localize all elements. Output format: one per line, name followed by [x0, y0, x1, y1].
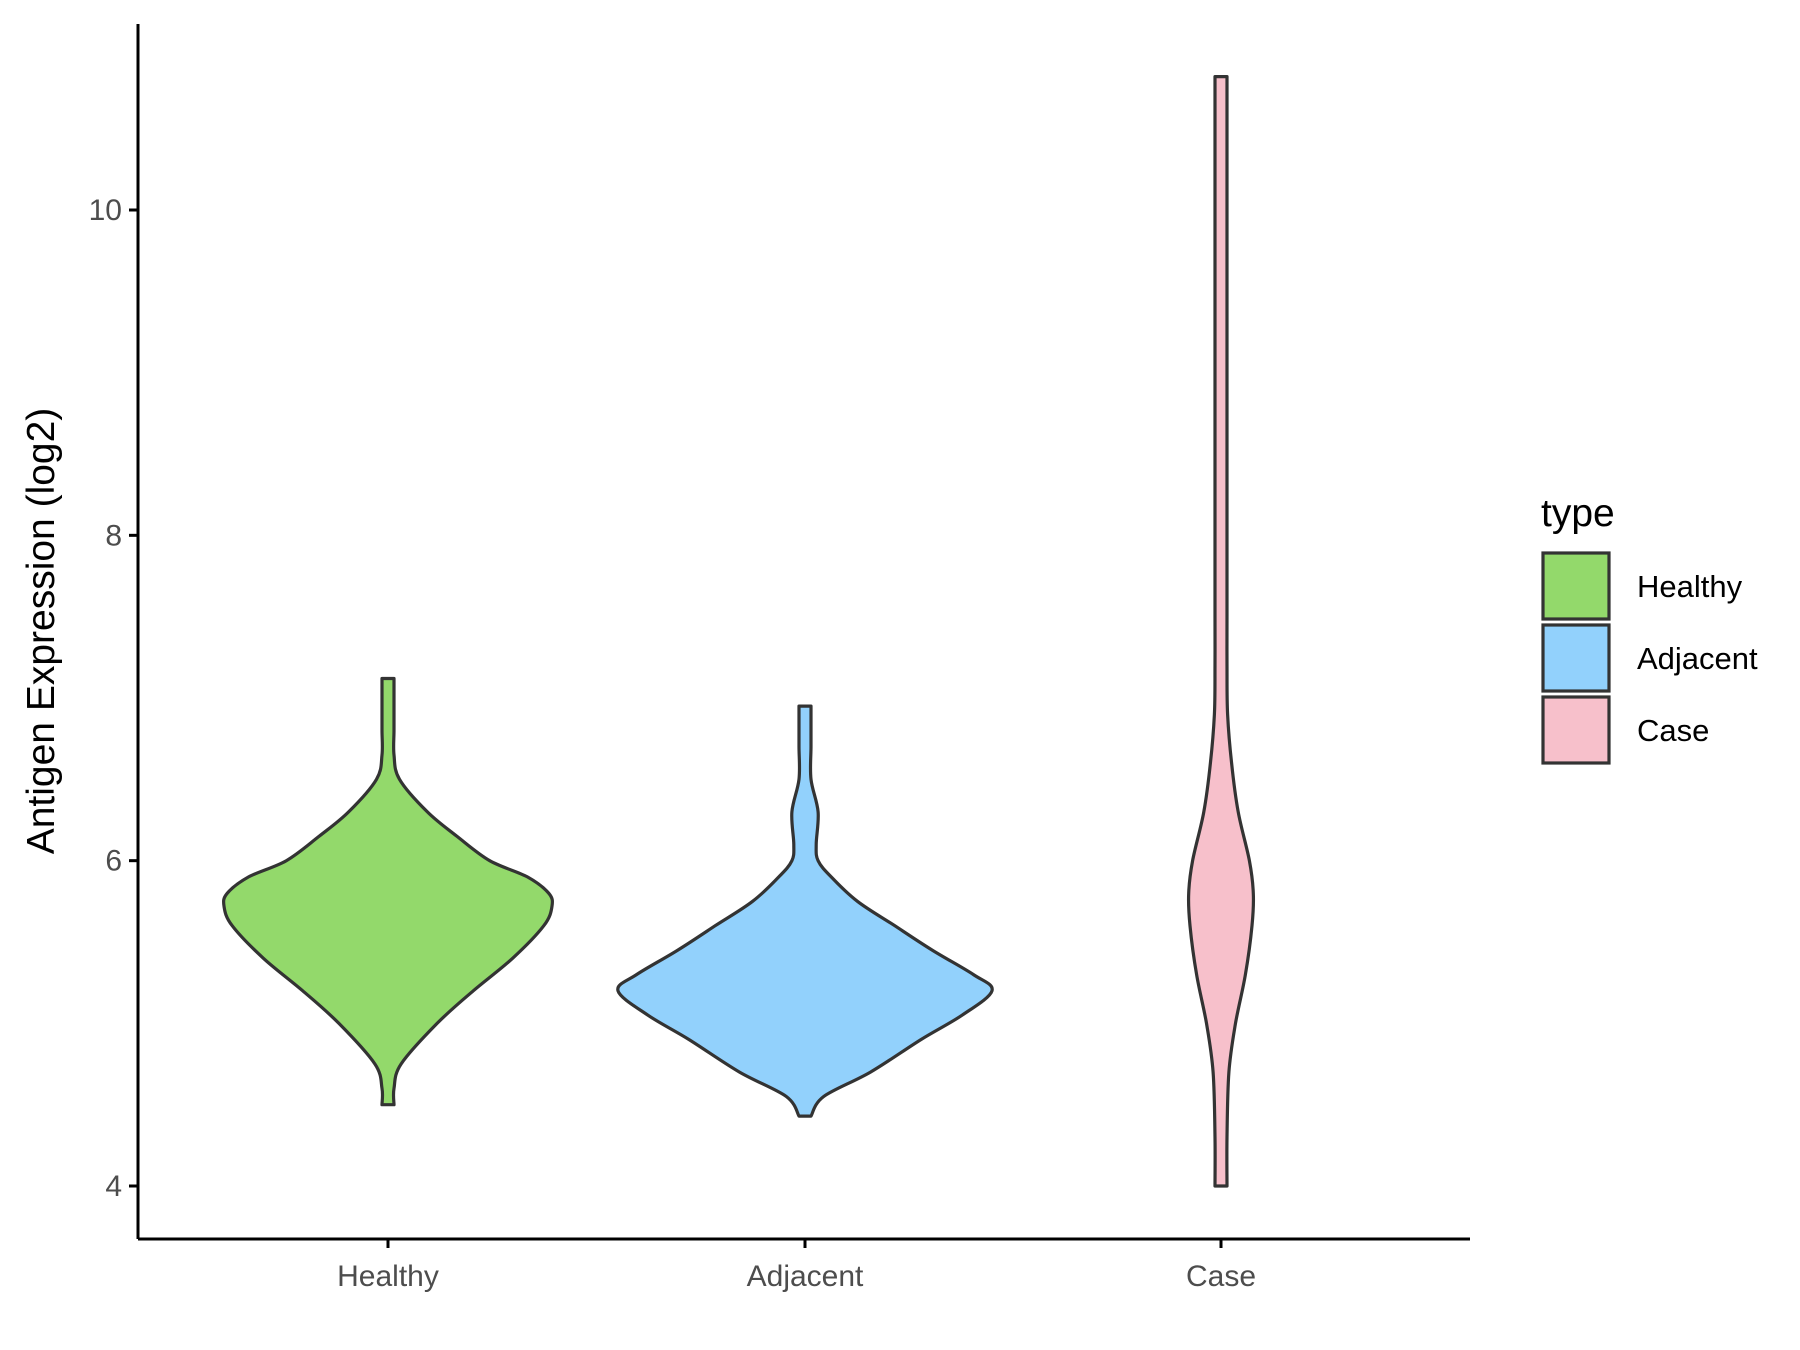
x-tick-label: Healthy	[337, 1260, 439, 1293]
plot-area	[222, 75, 1256, 1188]
axes: 4 6 8 10 Healthy Adjacent Case	[89, 24, 1470, 1293]
legend: type Healthy Adjacent Case	[1541, 492, 1758, 765]
violin-case	[1186, 75, 1256, 1188]
violin-adjacent	[616, 704, 994, 1118]
y-tick-label: 10	[89, 194, 122, 227]
violin-healthy	[222, 676, 554, 1107]
y-tick-label: 4	[105, 1170, 122, 1203]
legend-label-adjacent: Adjacent	[1637, 641, 1758, 676]
y-tick-label: 6	[105, 845, 122, 878]
y-axis-title: Antigen Expression (log2)	[20, 408, 63, 855]
legend-label-healthy: Healthy	[1637, 569, 1743, 604]
legend-key-case	[1541, 695, 1611, 765]
y-tick-label: 8	[105, 519, 122, 552]
legend-label-case: Case	[1637, 713, 1709, 748]
x-tick-label: Case	[1186, 1260, 1256, 1293]
x-tick-label: Adjacent	[747, 1260, 864, 1293]
legend-title: type	[1541, 492, 1615, 535]
legend-key-healthy	[1541, 551, 1611, 621]
legend-key-adjacent	[1541, 623, 1611, 693]
